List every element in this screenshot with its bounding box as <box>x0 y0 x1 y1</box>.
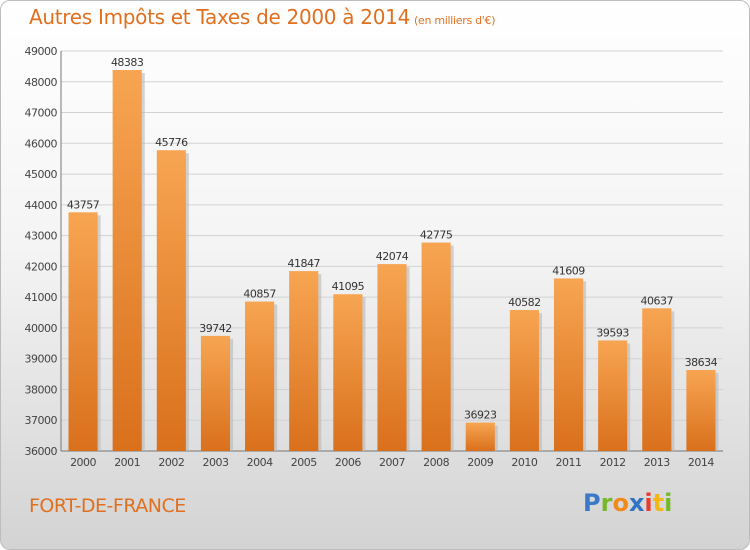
x-tick-label-2012: 2012 <box>600 456 626 469</box>
chart-subtitle: (en milliers d'€) <box>414 14 496 27</box>
x-tick-label-2006: 2006 <box>335 456 361 469</box>
data-label-2007: 42074 <box>376 250 409 263</box>
bar-2012 <box>598 340 628 451</box>
x-tick-label-2014: 2014 <box>688 456 714 469</box>
y-tick-label: 37000 <box>25 414 58 427</box>
bar-2002 <box>156 150 186 451</box>
bar-2014 <box>686 369 716 451</box>
x-tick-label-2001: 2001 <box>114 456 140 469</box>
y-tick-label: 43000 <box>25 230 58 243</box>
y-tick-label: 38000 <box>25 383 58 396</box>
bar-2000 <box>68 212 98 451</box>
data-label-2010: 40582 <box>508 296 541 309</box>
x-tick-label-2007: 2007 <box>379 456 405 469</box>
data-label-2001: 48383 <box>111 56 144 69</box>
bar-2009 <box>465 422 495 451</box>
bar-2008 <box>421 242 451 451</box>
proxiti-logo: Proxiti <box>583 489 673 517</box>
x-tick-label-2009: 2009 <box>467 456 493 469</box>
bar-2001 <box>112 69 142 451</box>
data-label-2000: 43757 <box>67 198 100 211</box>
data-label-2002: 45776 <box>155 136 188 149</box>
y-tick-label: 49000 <box>25 45 58 58</box>
y-tick-label: 42000 <box>25 260 58 273</box>
bar-2013 <box>642 308 672 451</box>
data-label-2004: 40857 <box>243 288 276 301</box>
x-tick-label-2003: 2003 <box>202 456 228 469</box>
x-tick-label-2005: 2005 <box>291 456 317 469</box>
data-label-2014: 38634 <box>685 356 718 369</box>
data-label-2006: 41095 <box>332 280 365 293</box>
data-label-2003: 39742 <box>199 322 232 335</box>
chart-title: Autres Impôts et Taxes de 2000 à 2014 (en… <box>29 5 495 29</box>
bar-2003 <box>200 335 231 451</box>
y-tick-label: 40000 <box>25 322 58 335</box>
x-tick-label-2011: 2011 <box>556 456 582 469</box>
y-tick-label: 48000 <box>25 76 58 89</box>
x-tick-label-2010: 2010 <box>511 456 537 469</box>
bar-2011 <box>553 278 584 451</box>
chart-title-text: Autres Impôts et Taxes de 2000 à 2014 <box>29 5 410 29</box>
bar-2006 <box>333 294 363 451</box>
y-tick-label: 41000 <box>25 291 58 304</box>
x-tick-label-2004: 2004 <box>247 456 273 469</box>
x-tick-label-2002: 2002 <box>158 456 184 469</box>
data-label-2011: 41609 <box>552 264 585 277</box>
data-label-2013: 40637 <box>641 294 674 307</box>
y-tick-label: 47000 <box>25 107 58 120</box>
city-name: FORT-DE-FRANCE <box>29 495 186 517</box>
y-tick-label: 36000 <box>25 445 58 458</box>
y-tick-label: 46000 <box>25 137 58 150</box>
y-tick-label: 45000 <box>25 168 58 181</box>
data-label-2012: 39593 <box>596 326 629 339</box>
data-label-2009: 36923 <box>464 409 497 422</box>
data-label-2008: 42775 <box>420 229 453 242</box>
x-tick-label-2000: 2000 <box>70 456 96 469</box>
y-tick-label: 39000 <box>25 353 58 366</box>
bar-2005 <box>289 271 319 451</box>
y-tick-label: 44000 <box>25 199 58 212</box>
x-tick-label-2013: 2013 <box>644 456 670 469</box>
bar-2004 <box>245 301 275 451</box>
bar-2007 <box>377 264 407 451</box>
x-tick-label-2008: 2008 <box>423 456 449 469</box>
bar-2010 <box>509 310 539 451</box>
data-label-2005: 41847 <box>287 257 320 270</box>
